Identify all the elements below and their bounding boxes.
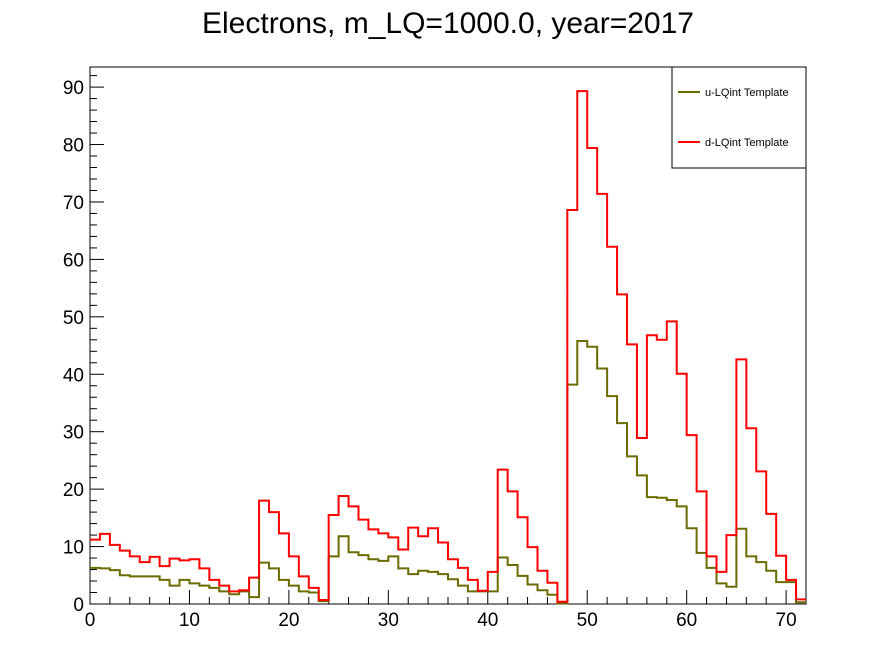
x-tick-label: 40 [477,610,498,631]
series-line-d [90,90,806,603]
legend-label-u: u-LQint Template [705,87,789,99]
x-tick-label: 20 [278,610,299,631]
y-tick-label: 80 [63,136,84,157]
y-tick-label: 50 [63,308,84,329]
y-tick-label: 30 [63,423,84,444]
y-tick-label: 10 [63,538,84,559]
series-layer [90,90,806,605]
x-tick-label: 70 [776,610,797,631]
x-axis: 0 10 20 30 40 50 60 70 [85,590,807,631]
y-tick-label: 0 [73,595,84,616]
legend-label-d: d-LQint Template [705,137,789,149]
y-tick-label: 20 [63,480,84,501]
x-tick-label: 60 [676,610,697,631]
legend: u-LQint Template d-LQint Template [671,66,807,169]
y-tick-label: 70 [63,193,84,214]
y-tick-label: 90 [63,78,84,99]
series-line-u [90,339,806,605]
y-tick-label: 40 [63,365,84,386]
x-tick-label: 10 [179,610,200,631]
y-tick-label: 60 [63,250,84,271]
x-tick-label: 0 [85,610,96,631]
x-tick-label: 50 [577,610,598,631]
legend-box [671,66,807,169]
x-tick-label: 30 [378,610,399,631]
y-axis: 0 10 20 30 40 50 60 70 80 90 [63,75,104,616]
chart-title: Electrons, m_LQ=1000.0, year=2017 [202,7,694,40]
